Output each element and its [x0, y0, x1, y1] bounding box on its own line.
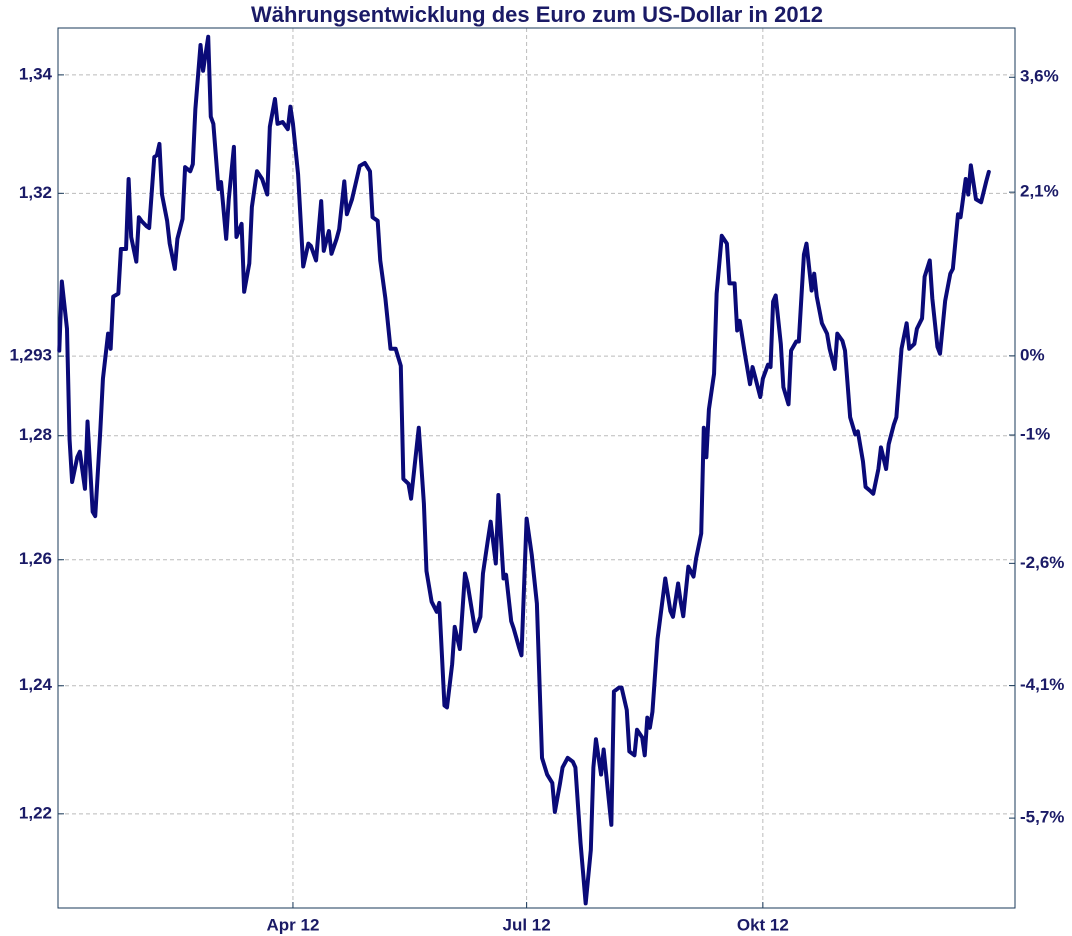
x-tick-label: Jul 12 [503, 915, 551, 934]
chart-title: Währungsentwicklung des Euro zum US-Doll… [251, 2, 823, 27]
x-tick-label: Apr 12 [266, 915, 319, 934]
y2-tick-label: -2,6% [1020, 553, 1064, 572]
y2-tick-label: -5,7% [1020, 808, 1064, 827]
x-tick-label: Okt 12 [737, 915, 789, 934]
y-tick-label: 1,22 [19, 803, 52, 822]
y2-tick-label: 0% [1020, 345, 1045, 364]
y-tick-label: 1,32 [19, 183, 52, 202]
price-line [57, 34, 991, 906]
y2-tick-label: -1% [1020, 424, 1050, 443]
plot-frame [57, 27, 1016, 909]
y-tick-label: 1,293 [9, 346, 52, 365]
y2-tick-label: 3,6% [1020, 67, 1059, 86]
y-tick-label: 1,24 [19, 675, 53, 694]
y-tick-label: 1,26 [19, 549, 52, 568]
y-tick-label: 1,28 [19, 425, 52, 444]
y2-tick-label: 2,1% [1020, 182, 1059, 201]
y-tick-label: 1,34 [19, 64, 53, 83]
y2-tick-label: -4,1% [1020, 675, 1064, 694]
